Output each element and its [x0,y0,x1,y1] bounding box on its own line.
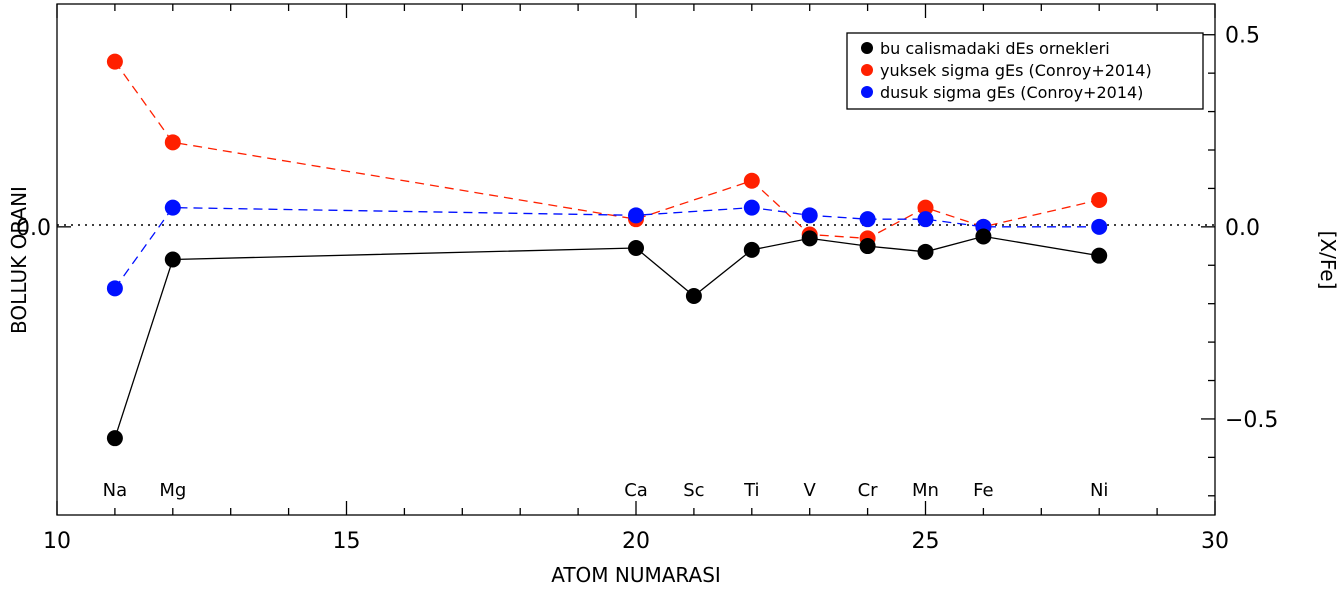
series-lines [114,61,1100,439]
series-markers [106,53,1108,447]
legend-marker [861,42,873,54]
legend-label: dusuk sigma gEs (Conroy+2014) [880,83,1143,102]
data-point [164,251,181,268]
element-label: Ti [743,480,759,501]
data-point [1091,247,1108,264]
right-y-tick-label: −0.5 [1225,408,1278,433]
data-point [743,241,760,258]
legend: bu calismadaki dEs ornekleri yuksek sigma… [846,32,1204,110]
legend-label: bu calismadaki dEs ornekleri [880,39,1110,58]
element-label: Na [103,480,128,501]
right-y-axis-title: [X/Fe] [1316,231,1340,290]
x-tick-label: 15 [333,529,361,554]
x-tick-label: 30 [1201,529,1229,554]
data-point [106,280,123,297]
element-label: Cr [858,480,879,501]
right-y-tick-label: 0.5 [1225,24,1260,49]
data-point [628,239,644,256]
data-point [628,207,644,224]
right-y-axis: 0.5 0.0 −0.5 [1201,24,1278,497]
data-point [917,243,934,260]
x-axis: 10 15 20 25 30 [43,4,1229,554]
right-y-tick-label: 0.0 [1225,216,1260,241]
data-point [685,288,702,304]
data-point [975,228,992,245]
data-point [1091,191,1108,208]
legend-marker [861,86,873,98]
element-label: Sc [683,480,704,501]
x-tick-label: 10 [43,529,71,554]
element-label: Ca [624,480,648,501]
left-y-tick-label: 0.0 [16,216,51,241]
element-label: Ni [1090,480,1108,501]
data-point [917,199,934,216]
x-tick-label: 25 [912,529,940,554]
data-point [106,430,123,447]
x-axis-title: ATOM NUMARASI [551,563,721,587]
data-point [164,199,181,216]
data-point [743,172,760,189]
element-labels: Na Mg Ca Sc Ti V Cr Mn Fe Ni [103,480,1109,501]
data-point [164,134,181,151]
series-line [114,206,1100,289]
data-point [801,230,818,247]
legend-marker [861,64,873,76]
data-point [743,199,760,216]
data-point [917,211,934,228]
left-y-axis-title: BOLLUK ORANI [7,186,31,334]
data-point [859,211,876,228]
series-line [114,235,1100,439]
element-label: Fe [973,480,993,501]
x-tick-label: 20 [622,529,650,554]
data-point [801,207,818,224]
legend-label: yuksek sigma gEs (Conroy+2014) [880,61,1152,80]
element-label: Mn [912,480,939,501]
element-label: V [804,480,817,501]
data-point [859,238,876,255]
data-point [106,53,123,70]
element-label: Mg [159,480,186,501]
left-y-axis: 0.0 [16,216,71,241]
legend-box [846,32,1204,110]
data-point [1091,218,1108,235]
